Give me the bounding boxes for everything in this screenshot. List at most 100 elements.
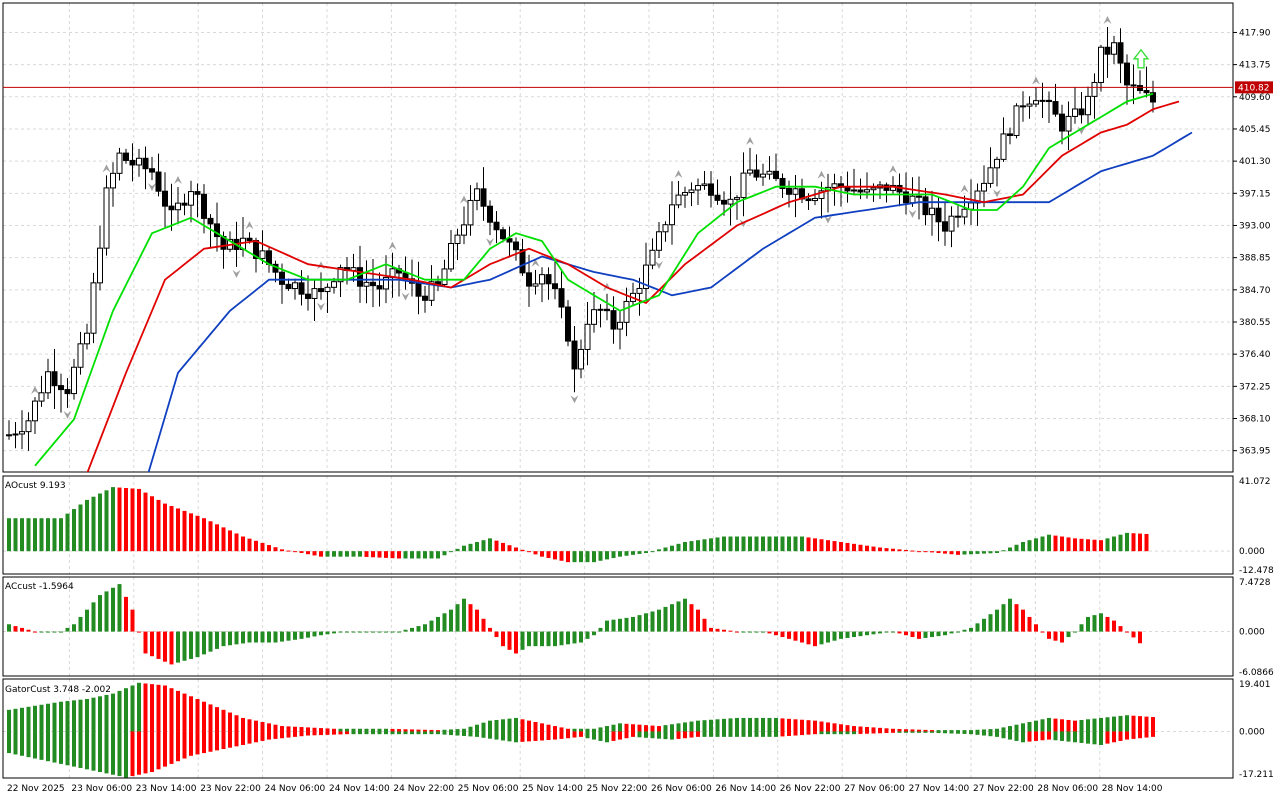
ao-bar bbox=[969, 551, 973, 555]
ao-bar bbox=[728, 536, 733, 552]
ac-bar bbox=[494, 631, 499, 638]
price-tick-label: 413.75 bbox=[1239, 61, 1271, 71]
gator-panel[interactable] bbox=[7, 682, 1155, 778]
gator-lower-bar bbox=[923, 731, 928, 733]
gator-lower-bar bbox=[793, 731, 798, 736]
ao-bar bbox=[767, 536, 772, 552]
ac-bar bbox=[1118, 626, 1123, 632]
ac-bar bbox=[475, 609, 479, 632]
ao-bar bbox=[46, 518, 50, 552]
gator-lower-bar bbox=[377, 731, 382, 735]
gator-lower-bar bbox=[130, 731, 135, 777]
ao-bar bbox=[267, 545, 271, 552]
gator-upper-bar bbox=[85, 699, 89, 732]
ao-bar bbox=[247, 538, 252, 552]
ao-bar bbox=[891, 548, 895, 552]
gator-lower-bar bbox=[78, 731, 83, 768]
gator-upper-bar bbox=[468, 726, 473, 732]
gator-upper-bar bbox=[384, 728, 388, 732]
gator-upper-bar bbox=[793, 719, 798, 732]
bear-candle bbox=[207, 217, 214, 225]
ac-bar bbox=[377, 631, 382, 633]
ac-bar bbox=[696, 609, 700, 632]
gator-upper-bar bbox=[39, 704, 44, 732]
ao-bar bbox=[702, 539, 707, 552]
gator-lower-bar bbox=[663, 731, 668, 740]
gator-upper-bar bbox=[956, 730, 960, 732]
fractal-up-marker bbox=[674, 170, 683, 179]
ao-bar bbox=[416, 551, 421, 559]
price-tick-label: 376.40 bbox=[1239, 350, 1271, 360]
ac-bar bbox=[384, 631, 388, 633]
gator-lower-bar bbox=[267, 731, 271, 740]
gator-upper-bar bbox=[917, 729, 921, 732]
bear-candle bbox=[480, 188, 487, 207]
ac-bar bbox=[1138, 631, 1142, 644]
gator-lower-bar bbox=[845, 731, 850, 735]
gator-upper-bar bbox=[377, 728, 382, 732]
gator-upper-bar bbox=[208, 704, 213, 732]
ao-bar bbox=[780, 536, 785, 552]
gator-lower-bar bbox=[163, 731, 167, 767]
gator-lower-bar bbox=[592, 731, 596, 740]
gator-upper-bar bbox=[754, 717, 759, 732]
bull-candle bbox=[539, 274, 545, 285]
gator-upper-bar bbox=[767, 717, 772, 732]
gator-lower-bar bbox=[553, 731, 557, 740]
ac-bar bbox=[280, 631, 284, 642]
gator-upper-bar bbox=[949, 730, 954, 732]
gator-upper-bar bbox=[540, 723, 544, 732]
ao-bar bbox=[514, 547, 518, 552]
gator-lower-bar bbox=[176, 731, 180, 762]
gator-lower-bar bbox=[117, 731, 122, 777]
ao-bar bbox=[865, 545, 869, 552]
price-axis[interactable]: 417.90 413.75 409.60 405.45 401.30 397.15 393.… bbox=[1233, 28, 1274, 780]
price-tick-label: 363.95 bbox=[1239, 447, 1271, 457]
gator-upper-bar bbox=[1034, 720, 1038, 732]
ac-bar bbox=[839, 631, 843, 639]
ao-bar bbox=[221, 527, 226, 552]
ac-bar bbox=[215, 631, 219, 649]
ao-panel[interactable] bbox=[7, 487, 1149, 563]
gator-lower-bar bbox=[254, 731, 258, 743]
ao-bar bbox=[462, 545, 466, 552]
gator-lower-bar bbox=[741, 731, 746, 737]
time-axis[interactable]: 22 Nov 2025 23 Nov 06:00 23 Nov 14:00 23 No… bbox=[7, 784, 1163, 794]
gator-lower-bar bbox=[7, 731, 11, 754]
ao-bar bbox=[611, 551, 616, 559]
ao-bar bbox=[943, 551, 947, 554]
ac-bar bbox=[85, 609, 89, 632]
bear-candle bbox=[500, 229, 506, 240]
ao-bar bbox=[403, 551, 408, 559]
ao-bar bbox=[488, 538, 492, 552]
gator-upper-bar bbox=[910, 729, 915, 732]
gator-upper-bar bbox=[306, 727, 310, 732]
ac-bar bbox=[410, 627, 414, 632]
gator-upper-bar bbox=[488, 720, 492, 732]
bull-candle bbox=[636, 287, 643, 294]
ac-bar bbox=[975, 623, 980, 632]
bear-candle bbox=[942, 221, 948, 232]
ac-bar bbox=[709, 627, 713, 632]
ac-bar bbox=[884, 631, 889, 633]
gator-lower-bar bbox=[332, 731, 336, 735]
gator-upper-bar bbox=[670, 724, 674, 732]
fractal-down-marker bbox=[401, 292, 410, 301]
ac-panel[interactable] bbox=[7, 584, 1142, 665]
ac-bar bbox=[566, 631, 570, 645]
ac-bar bbox=[124, 596, 128, 632]
ao-bar bbox=[566, 551, 570, 563]
gator-lower-bar bbox=[390, 731, 395, 735]
ao-bar bbox=[1060, 536, 1064, 552]
gator-tick-label: 0.000 bbox=[1239, 727, 1265, 737]
ac-bar bbox=[780, 631, 785, 638]
price-panel[interactable] bbox=[3, 15, 1233, 505]
gator-upper-bar bbox=[585, 728, 590, 732]
ao-bar bbox=[722, 536, 726, 552]
ac-bar bbox=[234, 631, 239, 645]
time-tick-label: 27 Nov 22:00 bbox=[973, 784, 1034, 794]
gator-lower-bar bbox=[969, 731, 973, 735]
fractal-up-marker bbox=[388, 241, 397, 250]
